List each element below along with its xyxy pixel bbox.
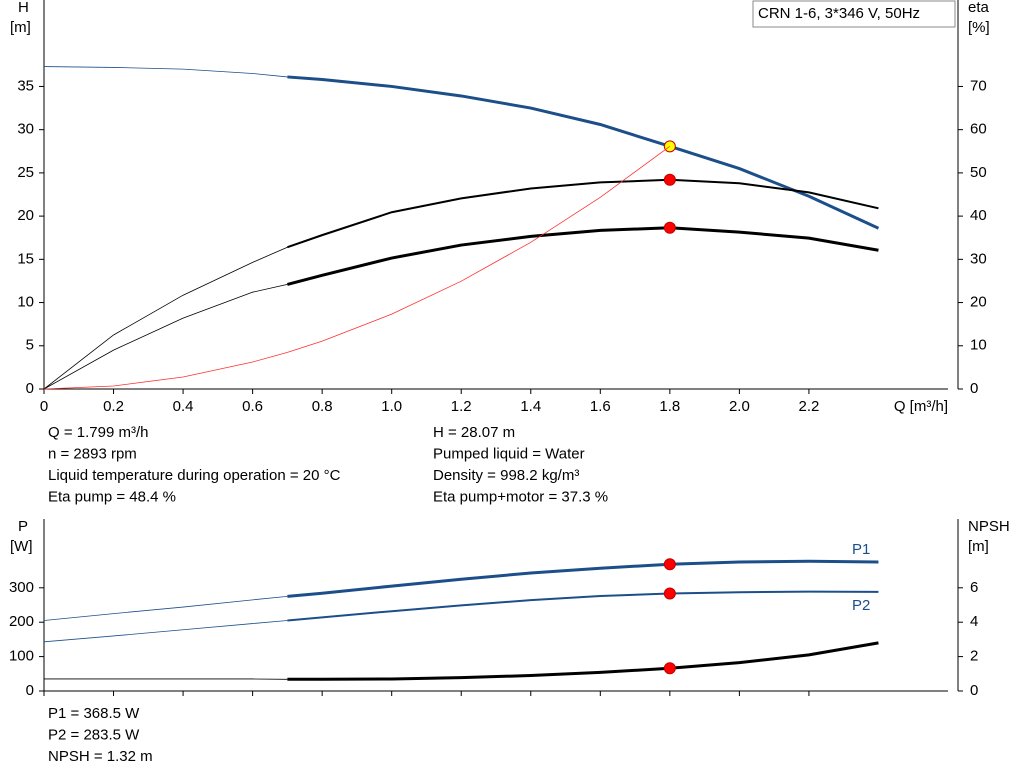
y2-tick-label: 2 — [970, 648, 978, 665]
series-label: P2 — [852, 597, 870, 614]
series-label: P1 — [852, 541, 870, 558]
x-tick-label: 0.4 — [173, 398, 194, 415]
x-tick-label: 1.2 — [451, 398, 472, 415]
y2-tick-label: 20 — [970, 294, 987, 311]
series-line-thin — [43, 351, 288, 390]
annotation: n = 2893 rpm — [48, 445, 137, 462]
annotation: NPSH = 1.32 m — [48, 748, 153, 765]
y-tick-label: 25 — [17, 164, 34, 181]
y2-tick-label: 30 — [970, 250, 987, 267]
x-tick-label: 0.6 — [242, 398, 263, 415]
series-line — [287, 146, 671, 353]
y2-tick-label: 4 — [970, 613, 978, 630]
x-tick-label: 1.4 — [520, 398, 541, 415]
series-line-thin — [43, 596, 288, 621]
y-axis-label: H — [18, 0, 29, 16]
y2-tick-label: 40 — [970, 207, 987, 224]
y-axis-label: [m] — [10, 19, 31, 36]
x-tick-label: 2.2 — [798, 398, 819, 415]
y-tick-label: 15 — [17, 250, 34, 267]
y2-tick-label: 60 — [970, 121, 987, 138]
operating-point — [663, 558, 676, 571]
series-line-thin — [43, 246, 288, 390]
y-tick-label: 200 — [9, 613, 34, 630]
y2-tick-label: 10 — [970, 337, 987, 354]
y2-tick-label: 0 — [970, 380, 978, 397]
y-tick-label: 20 — [17, 207, 34, 224]
series-line — [287, 226, 879, 286]
x-tick-label: 0.8 — [312, 398, 333, 415]
y-tick-label: 10 — [17, 294, 34, 311]
x-axis-label: Q [m³/h] — [894, 398, 948, 415]
title-box — [752, 0, 956, 28]
series-line-thin — [43, 284, 288, 390]
operating-point — [663, 221, 676, 234]
y-tick-label: 0 — [26, 682, 34, 699]
operating-point — [663, 662, 676, 675]
x-tick-label: 2.0 — [729, 398, 750, 415]
x-tick-label: 1.6 — [590, 398, 611, 415]
annotation: Q = 1.799 m³/h — [48, 424, 148, 441]
y2-axis-label: NPSH — [968, 518, 1010, 535]
annotation: Pumped liquid = Water — [433, 445, 585, 462]
annotation: P2 = 283.5 W — [48, 726, 140, 743]
annotation: Density = 998.2 kg/m³ — [433, 467, 579, 484]
y-axis-label: P — [18, 518, 28, 535]
x-tick-label: 0 — [40, 398, 48, 415]
y2-tick-label: 50 — [970, 164, 987, 181]
y-tick-label: 5 — [26, 337, 34, 354]
annotation: H = 28.07 m — [433, 424, 515, 441]
y-axis-label: [W] — [10, 538, 33, 555]
annotation: Liquid temperature during operation = 20… — [48, 467, 341, 484]
y-tick-label: 30 — [17, 121, 34, 138]
x-tick-label: 1.0 — [381, 398, 402, 415]
operating-point — [663, 173, 676, 186]
chart-title: CRN 1-6, 3*346 V, 50Hz — [758, 5, 920, 22]
series-line — [287, 75, 880, 230]
y2-tick-label: 70 — [970, 77, 987, 94]
y-tick-label: 35 — [17, 77, 34, 94]
operating-point — [663, 587, 676, 600]
y2-tick-label: 6 — [970, 579, 978, 596]
series-line — [287, 559, 879, 598]
y2-axis-label: [m] — [968, 538, 989, 555]
series-line-thin — [43, 66, 288, 78]
x-tick-label: 0.2 — [103, 398, 124, 415]
annotation: Eta pump+motor = 37.3 % — [433, 488, 608, 505]
series-line — [287, 641, 879, 681]
x-tick-label: 1.8 — [659, 398, 680, 415]
series-line — [287, 178, 879, 249]
series-line-thin — [43, 620, 288, 643]
annotation: Eta pump = 48.4 % — [48, 488, 176, 505]
y-tick-label: 0 — [26, 380, 34, 397]
y2-axis-label: eta — [968, 0, 990, 16]
annotation: P1 = 368.5 W — [48, 705, 140, 722]
series-line — [287, 590, 879, 622]
y-tick-label: 100 — [9, 648, 34, 665]
y-tick-label: 300 — [9, 579, 34, 596]
y2-axis-label: [%] — [968, 19, 990, 36]
y2-tick-label: 0 — [970, 682, 978, 699]
